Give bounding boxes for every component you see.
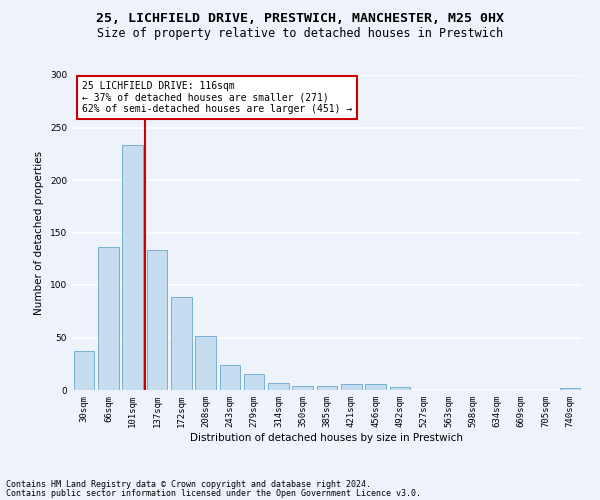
- Bar: [171, 296, 191, 390]
- Text: Contains public sector information licensed under the Open Government Licence v3: Contains public sector information licen…: [6, 489, 421, 498]
- Bar: [317, 386, 337, 390]
- Bar: [195, 336, 216, 390]
- Y-axis label: Number of detached properties: Number of detached properties: [34, 150, 44, 314]
- Bar: [122, 146, 143, 390]
- Text: Size of property relative to detached houses in Prestwich: Size of property relative to detached ho…: [97, 28, 503, 40]
- Bar: [560, 388, 580, 390]
- X-axis label: Distribution of detached houses by size in Prestwich: Distribution of detached houses by size …: [191, 432, 464, 442]
- Bar: [292, 386, 313, 390]
- Bar: [268, 382, 289, 390]
- Bar: [389, 387, 410, 390]
- Bar: [244, 374, 265, 390]
- Text: 25 LICHFIELD DRIVE: 116sqm
← 37% of detached houses are smaller (271)
62% of sem: 25 LICHFIELD DRIVE: 116sqm ← 37% of deta…: [82, 82, 352, 114]
- Text: Contains HM Land Registry data © Crown copyright and database right 2024.: Contains HM Land Registry data © Crown c…: [6, 480, 371, 489]
- Bar: [98, 247, 119, 390]
- Bar: [365, 384, 386, 390]
- Bar: [341, 384, 362, 390]
- Bar: [146, 250, 167, 390]
- Text: 25, LICHFIELD DRIVE, PRESTWICH, MANCHESTER, M25 0HX: 25, LICHFIELD DRIVE, PRESTWICH, MANCHEST…: [96, 12, 504, 26]
- Bar: [220, 365, 240, 390]
- Bar: [74, 351, 94, 390]
